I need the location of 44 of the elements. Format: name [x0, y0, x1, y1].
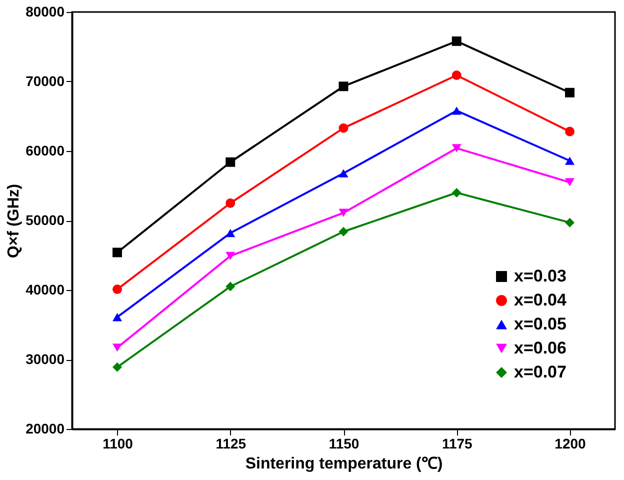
point [226, 228, 236, 238]
point [452, 36, 462, 46]
point [452, 70, 462, 80]
x-tick-label: 1125 [216, 436, 246, 452]
legend-label: x=0.04 [514, 290, 568, 310]
point [338, 82, 348, 92]
y-tick-label: 80000 [26, 4, 65, 20]
y-tick-label: 60000 [26, 142, 65, 158]
y-tick-label: 20000 [26, 420, 65, 436]
point [112, 344, 122, 352]
point [452, 106, 462, 115]
x-axis-title: Sintering temperature (℃) [245, 456, 443, 472]
y-tick-label: 30000 [26, 351, 65, 367]
point [565, 156, 574, 165]
legend-label: x=0.06 [514, 338, 566, 358]
point [565, 126, 574, 136]
point [565, 178, 574, 186]
point [565, 88, 574, 98]
point [112, 248, 122, 258]
legend-label: x=0.07 [514, 362, 566, 382]
y-tick-label: 40000 [26, 282, 65, 298]
point [338, 123, 348, 133]
x-tick-label: 1150 [328, 436, 360, 452]
point [112, 284, 122, 294]
point [226, 282, 236, 292]
y-tick-label: 50000 [26, 212, 65, 228]
point [226, 198, 236, 208]
point [112, 312, 122, 322]
point [338, 208, 348, 217]
point [452, 188, 462, 198]
point [452, 144, 462, 152]
x-tick-label: 1100 [102, 436, 134, 452]
point [565, 218, 574, 228]
point [226, 252, 236, 260]
point [338, 226, 348, 236]
point [226, 157, 236, 167]
point [338, 169, 348, 178]
point [112, 362, 122, 372]
legend-label: x=0.05 [514, 314, 566, 334]
x-tick-label: 1175 [442, 436, 473, 452]
x-tick-label: 1200 [554, 436, 586, 452]
y-tick-label: 70000 [26, 73, 65, 89]
legend-label: x=0.03 [514, 266, 566, 286]
y-axis-title: Q×f (GHz) [6, 184, 23, 258]
